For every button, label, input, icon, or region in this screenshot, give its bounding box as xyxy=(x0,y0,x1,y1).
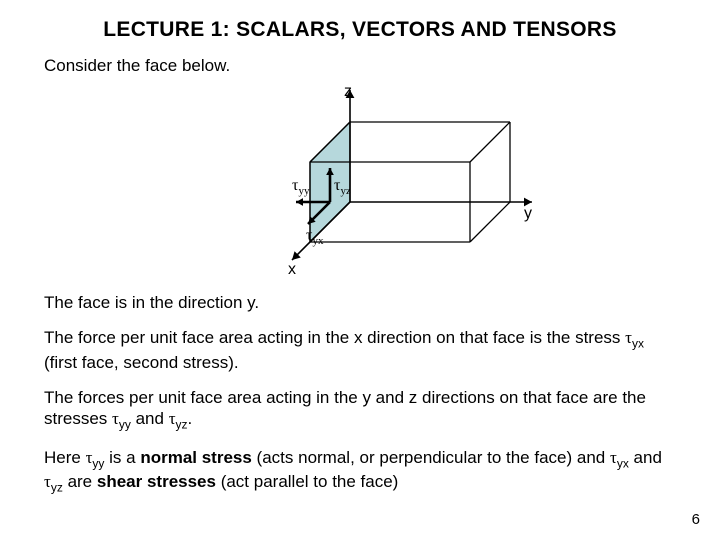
p2-tau: τ xyxy=(625,328,632,347)
stress-cube-figure: zyxτyyτyzτyx xyxy=(180,82,540,282)
p4-tau2: τ xyxy=(610,448,617,467)
p4-sub3: yz xyxy=(51,480,63,494)
p4-sub1: yy xyxy=(92,456,104,470)
p3-sub1: yy xyxy=(119,418,131,432)
p4-bold1: normal stress xyxy=(140,448,252,467)
p4-e: are xyxy=(63,472,97,491)
svg-text:z: z xyxy=(344,83,352,100)
p4-tau3: τ xyxy=(44,472,51,491)
p4-b: is a xyxy=(104,448,140,467)
svg-text:x: x xyxy=(288,261,296,278)
p3-post: . xyxy=(188,409,193,428)
p2-post: (first face, second stress). xyxy=(44,353,239,372)
svg-text:y: y xyxy=(524,205,532,222)
p3-sub2: yz xyxy=(176,418,188,432)
subtitle: Consider the face below. xyxy=(44,56,720,76)
p4-a: Here xyxy=(44,448,86,467)
p3-mid: and xyxy=(131,409,169,428)
p4-f: (act parallel to the face) xyxy=(216,472,398,491)
paragraph-4: Here τ yy is a normal stress (acts normal… xyxy=(44,447,676,496)
paragraph-2: The force per unit face area acting in t… xyxy=(44,327,676,373)
p4-bold2: shear stresses xyxy=(97,472,216,491)
p3-tau1: τ xyxy=(112,409,119,428)
p4-sub2: yx xyxy=(617,456,629,470)
p2-pre: The force per unit face area acting in t… xyxy=(44,328,625,347)
paragraph-3: The forces per unit face area acting in … xyxy=(44,387,676,433)
paragraph-1: The face is in the direction y. xyxy=(44,292,676,313)
p4-d: and xyxy=(629,448,662,467)
page-number: 6 xyxy=(692,511,700,528)
lecture-title: LECTURE 1: SCALARS, VECTORS AND TENSORS xyxy=(0,0,720,42)
p4-c: (acts normal, or perpendicular to the fa… xyxy=(252,448,610,467)
svg-text:τyy: τyy xyxy=(292,177,310,197)
p2-sub: yx xyxy=(632,337,644,351)
p3-tau2: τ xyxy=(169,409,176,428)
